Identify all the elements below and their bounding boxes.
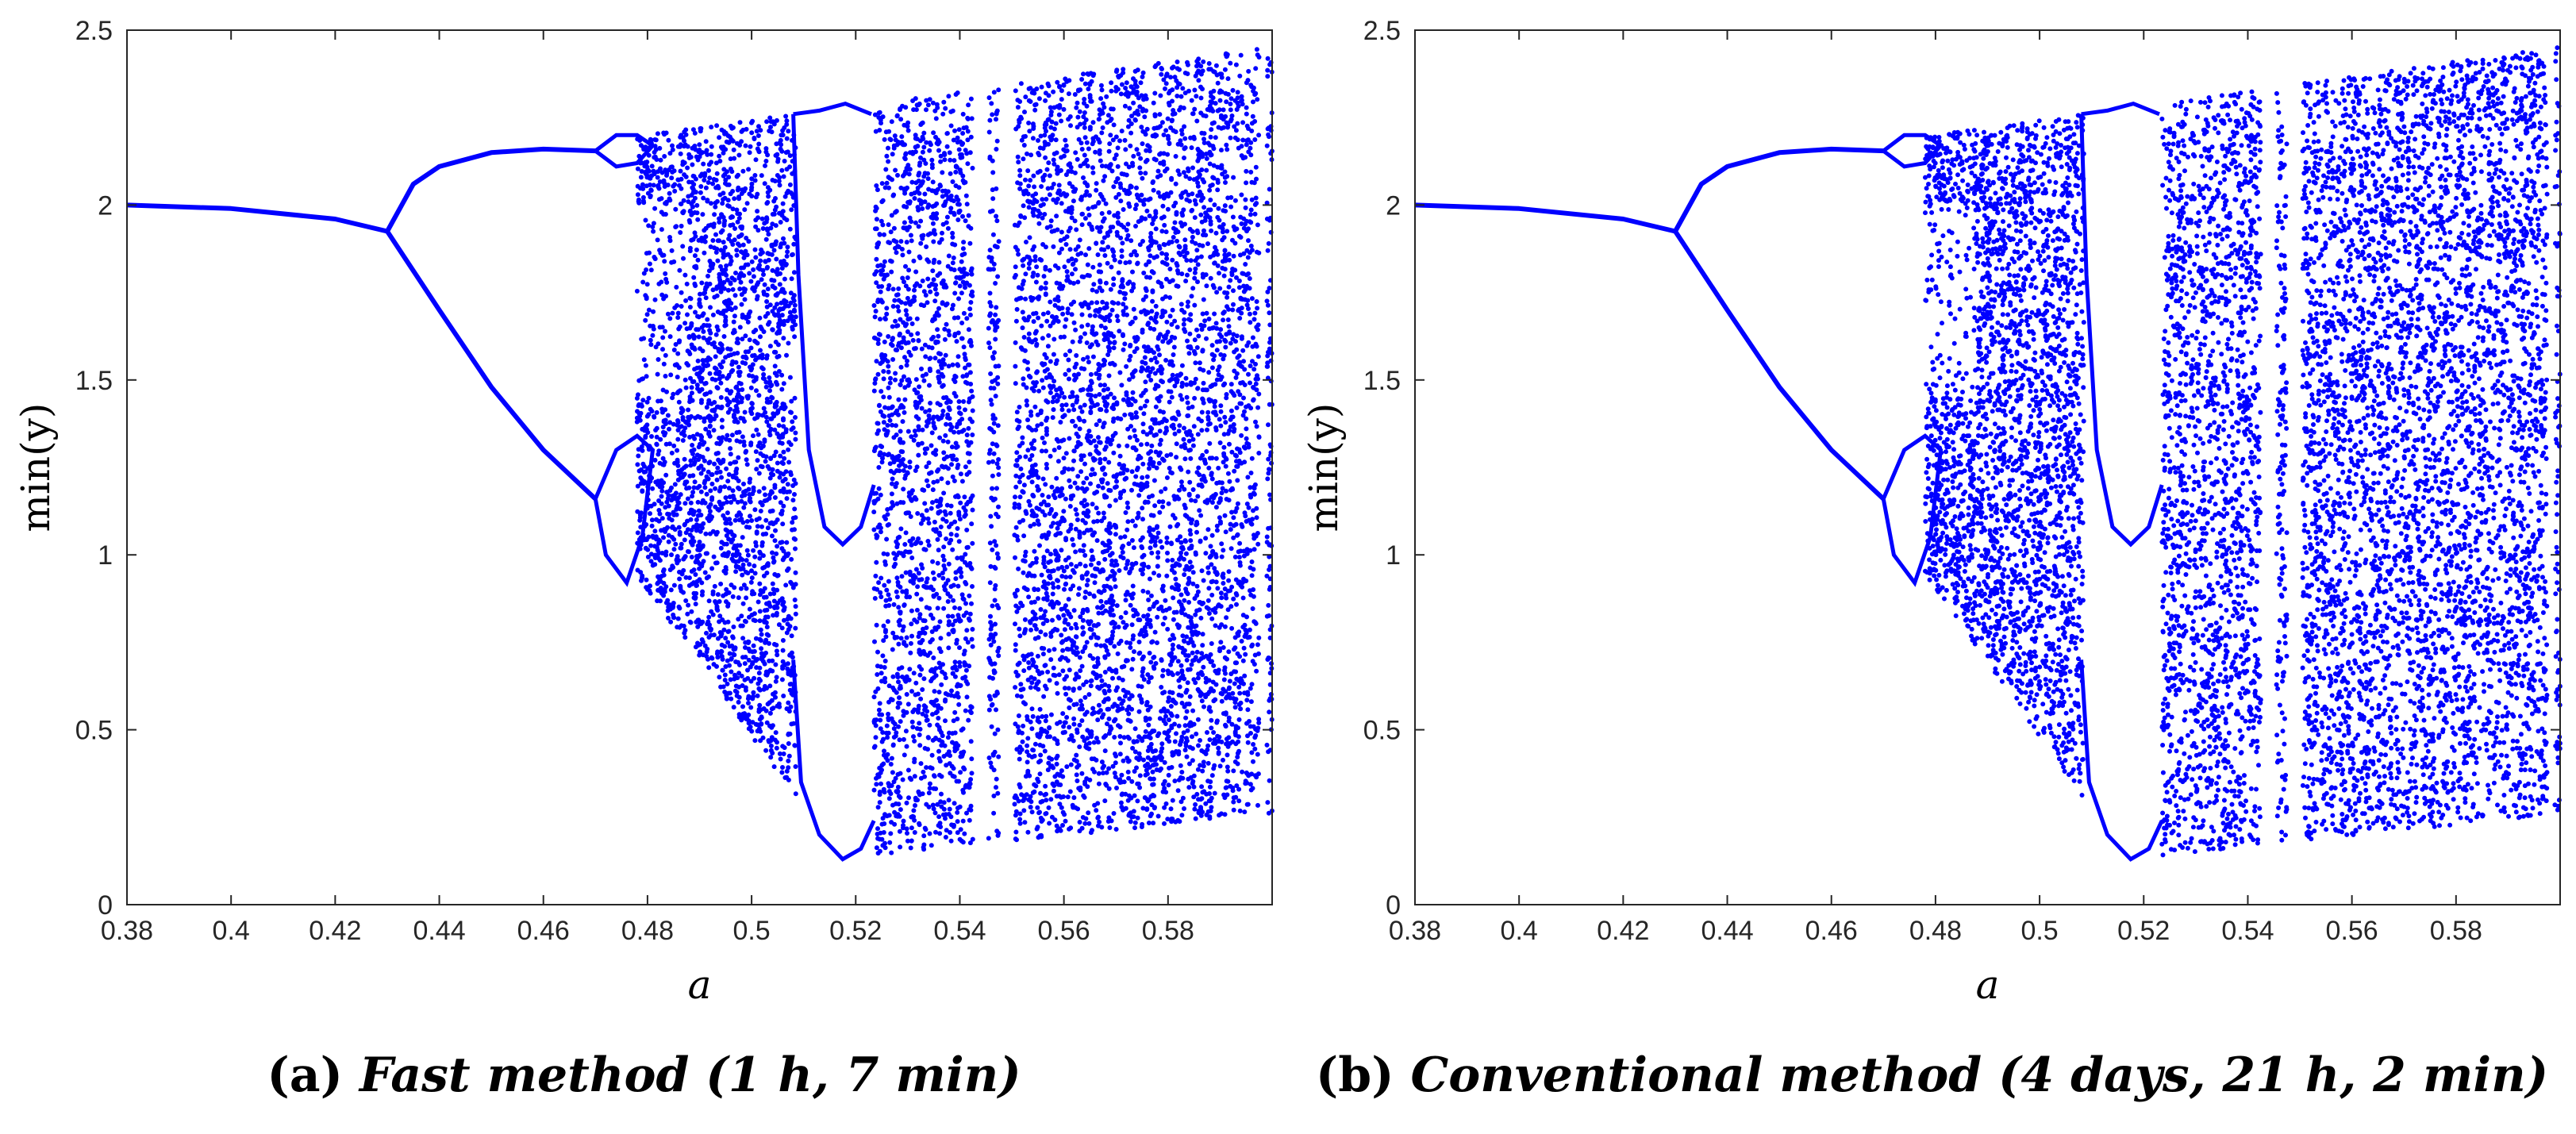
x-tick-label: 0.58 bbox=[1142, 916, 1194, 946]
caption-b-text: Conventional method (4 days, 21 h, 2 min… bbox=[1410, 1048, 2549, 1103]
x-tick-label: 0.42 bbox=[309, 916, 361, 946]
x-axis-label: a bbox=[1976, 962, 2000, 1008]
window-loop-top bbox=[793, 101, 872, 117]
series-2 bbox=[1673, 229, 1886, 501]
y-tick-label: 2.5 bbox=[75, 16, 113, 46]
y-axis-label: min(y) bbox=[1301, 403, 1347, 532]
chart-a-svg: 0.38 0.4 0.42 0.44 0.46 0.48 0.5 0.52 0.54 0.56 0.… bbox=[13, 16, 1275, 1008]
y-axis-label: min(y) bbox=[13, 403, 59, 532]
x-tick-label: 0.56 bbox=[1038, 916, 1090, 946]
chart-panel-b: 0.38 0.4 0.42 0.44 0.46 0.48 0.5 0.52 0.54 0.56 0.… bbox=[1288, 0, 2576, 1134]
x-tick-label: 0.5 bbox=[732, 916, 770, 946]
series-1 bbox=[385, 146, 596, 233]
x-tick-label: 0.46 bbox=[1805, 916, 1858, 946]
x-tick-label: 0.46 bbox=[517, 916, 570, 946]
x-tick-label: 0.48 bbox=[621, 916, 674, 946]
x-tick-label: 0.58 bbox=[2430, 916, 2482, 946]
x-tick-label: 0.4 bbox=[1501, 916, 1538, 946]
caption-a-label: (a) bbox=[267, 1048, 343, 1103]
window-loop-low bbox=[791, 659, 876, 862]
x-tick-label: 0.52 bbox=[2117, 916, 2170, 946]
chaos-dots bbox=[1923, 45, 2563, 858]
y-tick-label: 0.5 bbox=[1363, 716, 1401, 746]
chart-panel-a: 0.38 0.4 0.42 0.44 0.46 0.48 0.5 0.52 0.54 0.56 0.… bbox=[0, 16, 1288, 1103]
x-tick-label: 0.54 bbox=[2221, 916, 2274, 946]
plot-frame-top bbox=[1414, 29, 2561, 905]
period4-bubble-top bbox=[594, 133, 656, 169]
caption-b-label: (b) bbox=[1315, 1048, 1394, 1103]
y-tick-label: 0 bbox=[98, 890, 113, 921]
x-axis-label: a bbox=[688, 962, 712, 1008]
chaos-dots bbox=[634, 47, 1275, 856]
x-tick-label: 0.38 bbox=[1389, 916, 1441, 946]
x-tick-label: 0.4 bbox=[213, 916, 250, 946]
x-tick-label: 0.44 bbox=[413, 916, 465, 946]
series-0 bbox=[1414, 202, 1676, 234]
y-tick-label: 1.5 bbox=[1363, 366, 1401, 396]
x-tick-label: 0.5 bbox=[2020, 916, 2058, 946]
period4-bubble-top bbox=[1882, 133, 1944, 169]
series-2 bbox=[385, 229, 598, 501]
caption-a: (a) Fast method (1 h, 7 min) bbox=[0, 1048, 1288, 1103]
y-tick-label: 0.5 bbox=[75, 716, 113, 746]
y-tick-label: 2.5 bbox=[1363, 16, 1401, 46]
window-loop-mid bbox=[791, 113, 876, 548]
scatter-points bbox=[634, 47, 1275, 856]
series-1 bbox=[1673, 146, 1884, 233]
y-tick-label: 1.5 bbox=[75, 366, 113, 396]
period4-bubble-low bbox=[593, 433, 656, 587]
y-tick-label: 1 bbox=[1386, 540, 1401, 571]
x-tick-label: 0.54 bbox=[933, 916, 986, 946]
x-tick-label: 0.42 bbox=[1597, 916, 1649, 946]
period4-bubble-low bbox=[1881, 433, 1944, 587]
y-tick-label: 2 bbox=[1386, 190, 1401, 221]
y-tick-label: 1 bbox=[98, 540, 113, 571]
x-tick-label: 0.56 bbox=[2326, 916, 2378, 946]
caption-b: (b) Conventional method (4 days, 21 h, 2… bbox=[1288, 1048, 2576, 1103]
x-tick-label: 0.44 bbox=[1701, 916, 1753, 946]
window-loop-low bbox=[2079, 659, 2164, 862]
y-tick-label: 2 bbox=[98, 190, 113, 221]
window-loop-mid bbox=[2079, 113, 2164, 548]
scatter-points bbox=[1923, 45, 2563, 858]
window-loop-top bbox=[2081, 101, 2160, 117]
x-tick-label: 0.52 bbox=[829, 916, 882, 946]
series-0 bbox=[126, 202, 388, 234]
x-tick-label: 0.48 bbox=[1909, 916, 1962, 946]
y-tick-label: 0 bbox=[1386, 890, 1401, 921]
caption-a-text: Fast method (1 h, 7 min) bbox=[359, 1048, 1021, 1103]
plot-frame-top bbox=[126, 29, 1273, 905]
chart-b-svg: 0.38 0.4 0.42 0.44 0.46 0.48 0.5 0.52 0.54 0.56 0.… bbox=[1301, 16, 2563, 1008]
x-tick-label: 0.38 bbox=[101, 916, 153, 946]
